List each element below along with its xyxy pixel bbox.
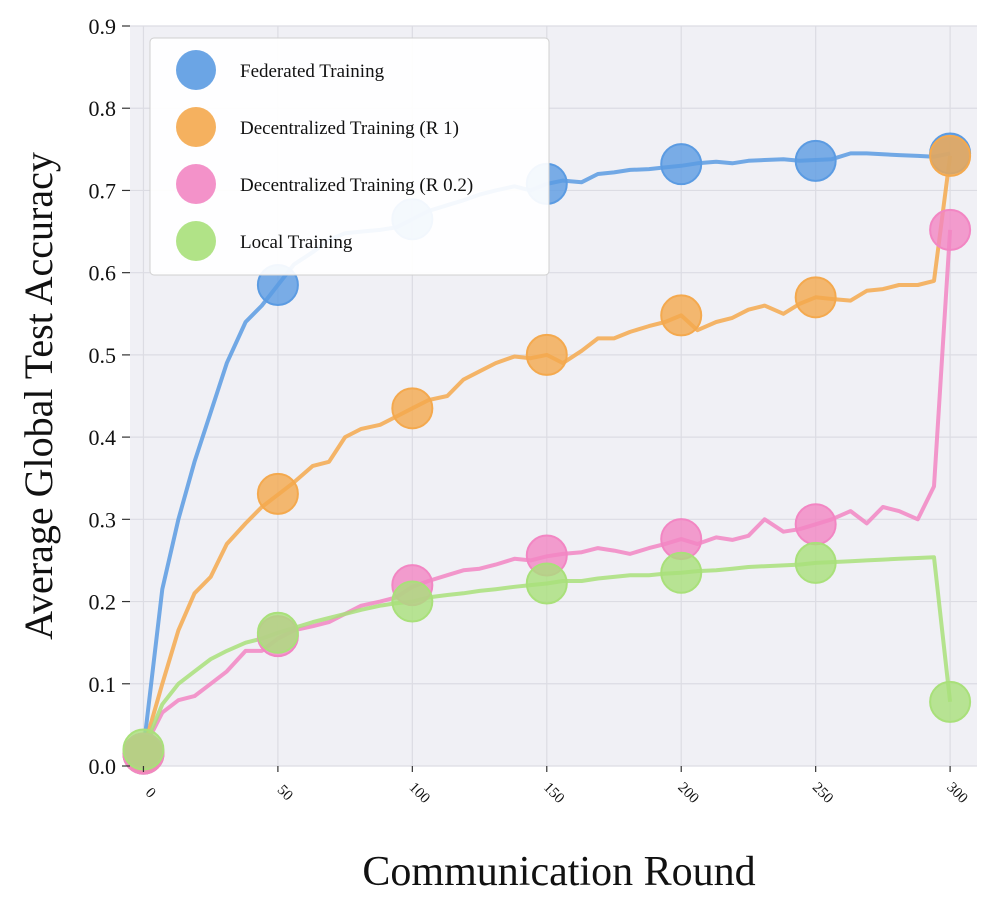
series-marker-1 [525,333,568,376]
x-tick-label: 300 [943,780,970,807]
x-tick-label: 100 [406,780,433,807]
y-tick-label: 0.7 [89,178,117,203]
y-tick-label: 0.9 [89,14,117,39]
x-axis-ticks: 0 50 100 150 200 250 300 [142,766,971,807]
x-tick-label: 250 [809,780,836,807]
x-axis-label: Communication Round [362,849,755,895]
legend-marker [176,50,216,90]
series-marker-0 [794,139,837,182]
legend-label: Decentralized Training (R 0.2) [240,175,473,196]
legend-marker [176,221,216,261]
series-marker-3 [929,680,972,723]
legend-marker [176,107,216,147]
legend-label: Decentralized Training (R 1) [240,118,459,139]
y-tick-label: 0.5 [89,343,117,368]
y-tick-label: 0.4 [89,425,117,450]
x-tick-label: 0 [142,785,159,802]
series-marker-1 [256,472,299,515]
legend: Federated Training Decentralized Training… [149,37,550,276]
series-marker-2 [929,208,972,251]
series-marker-3 [660,551,703,594]
legend-label: Local Training [240,232,353,253]
y-tick-label: 0.6 [89,261,117,286]
legend-label: Federated Training [240,61,385,82]
y-tick-label: 0.8 [89,96,117,121]
x-tick-label: 50 [274,782,296,804]
series-marker-1 [929,134,972,177]
series-marker-3 [122,728,165,771]
x-tick-label: 200 [674,780,701,807]
series-marker-0 [660,143,703,186]
y-tick-label: 0.3 [89,507,117,532]
series-marker-1 [794,276,837,319]
y-tick-label: 0.0 [89,754,117,779]
legend-marker [176,164,216,204]
y-tick-label: 0.2 [89,590,117,615]
y-axis-ticks: 0.0 0.1 0.2 0.3 0.4 0.5 0.6 0.7 0.8 0.9 [89,14,130,779]
series-marker-3 [256,611,299,654]
legend-box [149,37,550,276]
series-marker-1 [660,294,703,337]
y-tick-label: 0.1 [89,672,117,697]
series-marker-1 [391,387,434,430]
series-marker-2 [794,503,837,546]
series-marker-3 [525,562,568,605]
y-axis-label: Average Global Test Accuracy [16,152,61,640]
x-tick-label: 150 [540,780,567,807]
series-marker-3 [794,541,837,584]
series-marker-3 [391,580,434,623]
